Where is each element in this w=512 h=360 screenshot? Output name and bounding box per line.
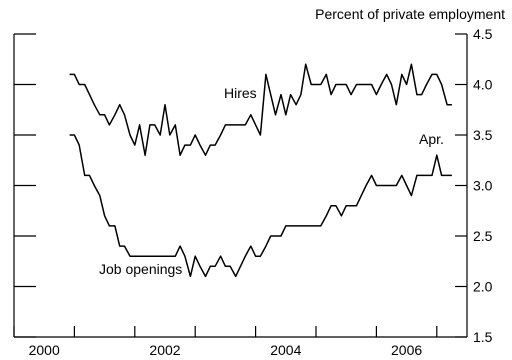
y-tick-label: 3.5 [473,127,493,143]
y-tick-label: 4.0 [473,77,493,93]
x-tick-label: 2006 [391,342,422,358]
apr-annotation: Apr. [419,131,444,147]
hires-line [69,63,452,156]
x-tick-label: 2000 [29,342,60,358]
y-axis-label: Percent of private employment [315,6,505,22]
job-openings-line [69,134,452,278]
y-tick-label: 4.5 [473,26,493,42]
y-tick-label: 3.0 [473,178,493,194]
job-openings-series-label: Job openings [99,261,182,277]
x-tick-label: 2002 [149,342,180,358]
y-tick-label: 2.5 [473,228,493,244]
y-tick-label: 2.0 [473,279,493,295]
x-tick-label: 2004 [270,342,301,358]
y-tick-label: 1.5 [473,329,493,345]
hires-series-label: Hires [224,85,257,101]
